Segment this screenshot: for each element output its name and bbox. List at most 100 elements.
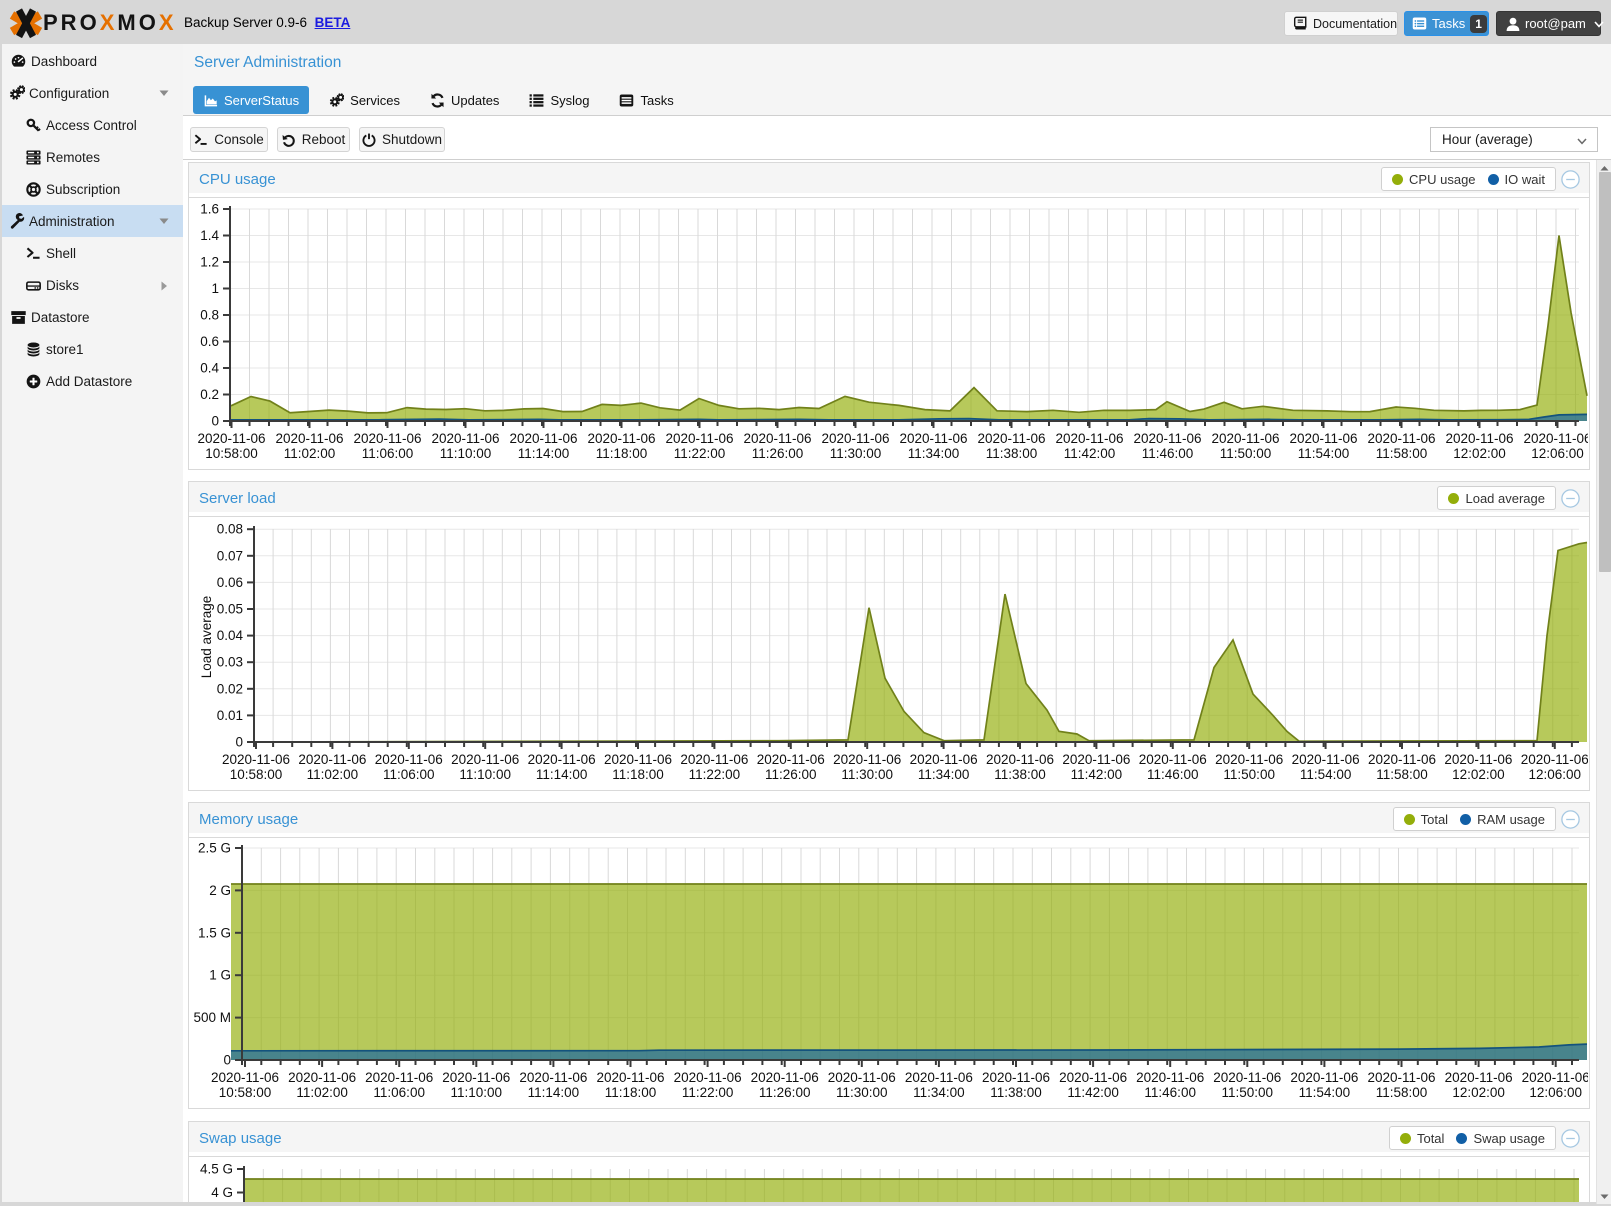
svg-text:2020-11-06: 2020-11-06 — [298, 752, 366, 767]
svg-text:4 G: 4 G — [211, 1185, 233, 1200]
svg-text:0.01: 0.01 — [217, 708, 243, 723]
svg-text:2020-11-06: 2020-11-06 — [1059, 1070, 1127, 1085]
svg-text:11:38:00: 11:38:00 — [986, 446, 1038, 461]
svg-text:11:38:00: 11:38:00 — [990, 1085, 1042, 1100]
svg-text:0.4: 0.4 — [200, 361, 219, 376]
svg-text:0.05: 0.05 — [217, 602, 243, 617]
svg-text:2020-11-06: 2020-11-06 — [587, 431, 655, 446]
svg-text:11:34:00: 11:34:00 — [908, 446, 960, 461]
svg-text:2020-11-06: 2020-11-06 — [431, 431, 499, 446]
svg-text:11:18:00: 11:18:00 — [605, 1085, 657, 1100]
svg-text:11:22:00: 11:22:00 — [682, 1085, 734, 1100]
svg-text:11:26:00: 11:26:00 — [752, 446, 804, 461]
svg-text:1.6: 1.6 — [200, 202, 219, 217]
svg-text:2020-11-06: 2020-11-06 — [982, 1070, 1050, 1085]
svg-text:2020-11-06: 2020-11-06 — [1139, 752, 1207, 767]
svg-text:1.5 G: 1.5 G — [198, 925, 231, 940]
svg-text:0.8: 0.8 — [200, 308, 219, 323]
svg-text:2020-11-06: 2020-11-06 — [1211, 431, 1279, 446]
svg-text:2020-11-06: 2020-11-06 — [1292, 752, 1360, 767]
svg-text:10:58:00: 10:58:00 — [205, 446, 258, 461]
svg-text:11:42:00: 11:42:00 — [1064, 446, 1116, 461]
svg-text:2020-11-06: 2020-11-06 — [833, 752, 901, 767]
svg-text:2020-11-06: 2020-11-06 — [757, 752, 825, 767]
svg-text:2020-11-06: 2020-11-06 — [211, 1070, 279, 1085]
svg-text:2020-11-06: 2020-11-06 — [1521, 752, 1588, 767]
svg-text:2020-11-06: 2020-11-06 — [1290, 1070, 1358, 1085]
svg-text:12:06:00: 12:06:00 — [1529, 1085, 1582, 1100]
svg-text:1.4: 1.4 — [200, 228, 219, 243]
svg-text:2020-11-06: 2020-11-06 — [751, 1070, 819, 1085]
svg-text:2020-11-06: 2020-11-06 — [1213, 1070, 1281, 1085]
svg-text:4.5 G: 4.5 G — [200, 1162, 233, 1177]
svg-text:11:26:00: 11:26:00 — [765, 767, 817, 782]
svg-text:11:50:00: 11:50:00 — [1223, 767, 1275, 782]
svg-text:11:30:00: 11:30:00 — [830, 446, 882, 461]
svg-text:0.02: 0.02 — [217, 681, 243, 696]
svg-text:2020-11-06: 2020-11-06 — [1444, 752, 1512, 767]
svg-text:2020-11-06: 2020-11-06 — [1062, 752, 1130, 767]
svg-text:10:58:00: 10:58:00 — [219, 1085, 272, 1100]
svg-text:0.08: 0.08 — [217, 522, 243, 537]
svg-text:2020-11-06: 2020-11-06 — [680, 752, 748, 767]
svg-text:2020-11-06: 2020-11-06 — [1367, 431, 1435, 446]
svg-text:2020-11-06: 2020-11-06 — [743, 431, 811, 446]
svg-text:2 G: 2 G — [209, 883, 231, 898]
svg-text:Load average: Load average — [199, 596, 214, 679]
svg-text:1 G: 1 G — [209, 968, 231, 983]
svg-text:0.6: 0.6 — [200, 334, 219, 349]
svg-text:11:10:00: 11:10:00 — [451, 1085, 503, 1100]
svg-text:0.04: 0.04 — [217, 628, 244, 643]
svg-text:500 M: 500 M — [193, 1010, 231, 1025]
svg-text:2020-11-06: 2020-11-06 — [665, 431, 733, 446]
svg-text:2020-11-06: 2020-11-06 — [509, 431, 577, 446]
svg-text:11:58:00: 11:58:00 — [1376, 767, 1428, 782]
svg-text:1.2: 1.2 — [200, 255, 219, 270]
svg-text:11:34:00: 11:34:00 — [913, 1085, 965, 1100]
svg-text:0.2: 0.2 — [200, 387, 219, 402]
svg-text:12:02:00: 12:02:00 — [1453, 446, 1506, 461]
svg-text:2020-11-06: 2020-11-06 — [353, 431, 421, 446]
svg-text:11:54:00: 11:54:00 — [1298, 446, 1350, 461]
svg-text:11:02:00: 11:02:00 — [284, 446, 336, 461]
svg-text:11:10:00: 11:10:00 — [440, 446, 492, 461]
svg-text:11:42:00: 11:42:00 — [1067, 1085, 1119, 1100]
svg-text:2020-11-06: 2020-11-06 — [222, 752, 290, 767]
svg-text:11:46:00: 11:46:00 — [1142, 446, 1194, 461]
svg-text:11:06:00: 11:06:00 — [383, 767, 435, 782]
svg-text:2020-11-06: 2020-11-06 — [986, 752, 1054, 767]
svg-text:11:02:00: 11:02:00 — [296, 1085, 348, 1100]
svg-text:11:54:00: 11:54:00 — [1299, 1085, 1351, 1100]
svg-text:11:42:00: 11:42:00 — [1071, 767, 1123, 782]
svg-text:2020-11-06: 2020-11-06 — [604, 752, 672, 767]
svg-text:11:06:00: 11:06:00 — [362, 446, 414, 461]
svg-text:2020-11-06: 2020-11-06 — [905, 1070, 973, 1085]
svg-text:12:02:00: 12:02:00 — [1452, 1085, 1505, 1100]
svg-text:2020-11-06: 2020-11-06 — [910, 752, 978, 767]
svg-text:11:14:00: 11:14:00 — [528, 1085, 580, 1100]
svg-text:11:22:00: 11:22:00 — [689, 767, 741, 782]
svg-text:2020-11-06: 2020-11-06 — [1367, 1070, 1435, 1085]
svg-text:11:06:00: 11:06:00 — [373, 1085, 425, 1100]
svg-text:11:10:00: 11:10:00 — [459, 767, 511, 782]
svg-text:2020-11-06: 2020-11-06 — [528, 752, 596, 767]
svg-text:2020-11-06: 2020-11-06 — [674, 1070, 742, 1085]
svg-text:11:02:00: 11:02:00 — [307, 767, 359, 782]
svg-text:0: 0 — [211, 414, 219, 429]
svg-text:2020-11-06: 2020-11-06 — [1523, 431, 1588, 446]
svg-text:11:46:00: 11:46:00 — [1144, 1085, 1196, 1100]
svg-text:2020-11-06: 2020-11-06 — [519, 1070, 587, 1085]
svg-text:2020-11-06: 2020-11-06 — [1289, 431, 1357, 446]
svg-text:0.03: 0.03 — [217, 655, 243, 670]
svg-text:11:22:00: 11:22:00 — [674, 446, 726, 461]
svg-text:2.5 G: 2.5 G — [198, 841, 231, 856]
svg-text:12:02:00: 12:02:00 — [1452, 767, 1505, 782]
svg-text:11:14:00: 11:14:00 — [536, 767, 588, 782]
svg-text:2020-11-06: 2020-11-06 — [1136, 1070, 1204, 1085]
svg-text:2020-11-06: 2020-11-06 — [442, 1070, 510, 1085]
svg-text:2020-11-06: 2020-11-06 — [821, 431, 889, 446]
svg-text:2020-11-06: 2020-11-06 — [828, 1070, 896, 1085]
svg-text:2020-11-06: 2020-11-06 — [977, 431, 1045, 446]
svg-text:11:46:00: 11:46:00 — [1147, 767, 1199, 782]
svg-text:11:50:00: 11:50:00 — [1222, 1085, 1274, 1100]
